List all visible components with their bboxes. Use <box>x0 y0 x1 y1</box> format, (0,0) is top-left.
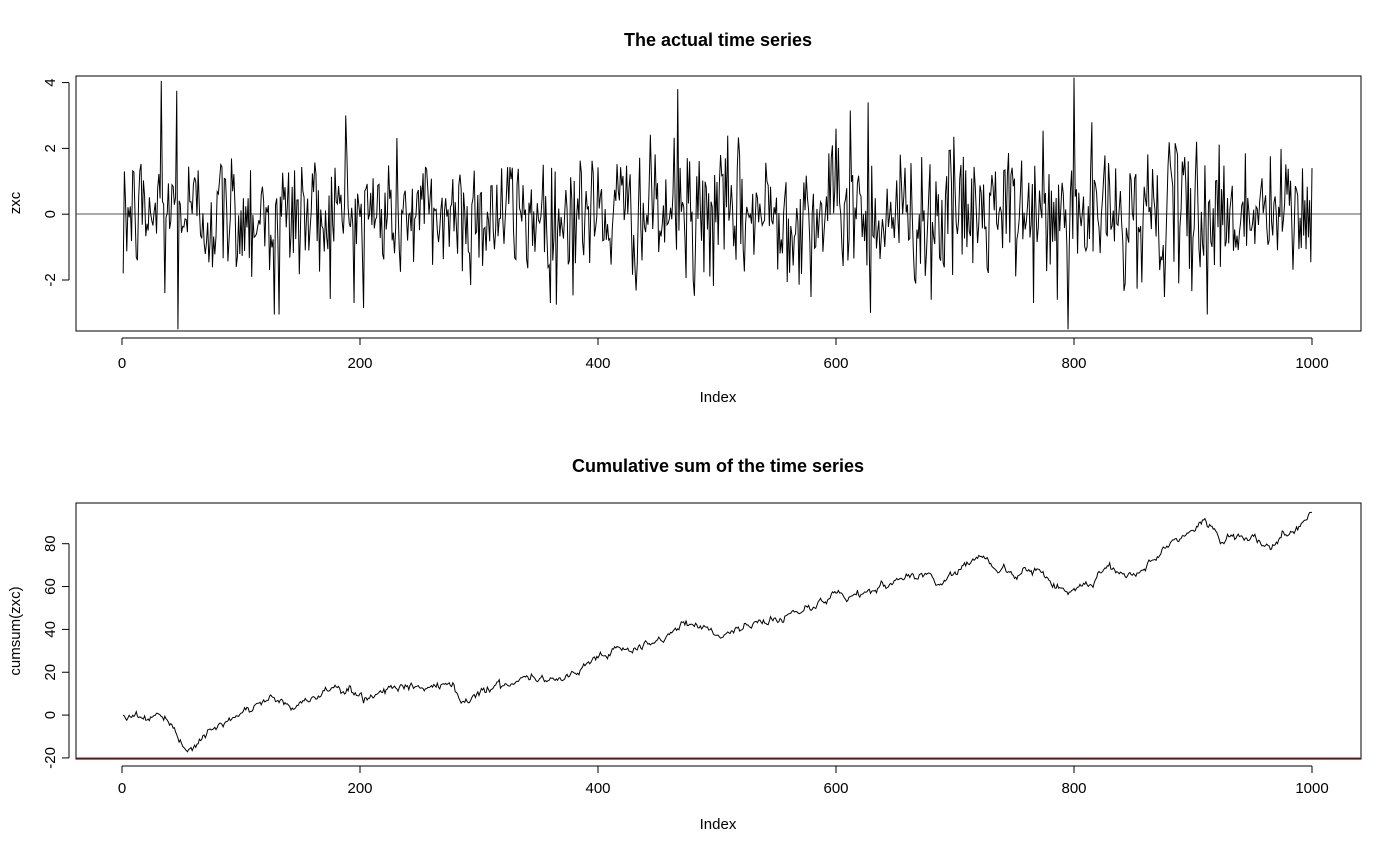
panel-1-y-tick-label: 0 <box>42 210 59 218</box>
panel-2-x-tick-label: 200 <box>347 780 372 797</box>
panel-2-x-label: Index <box>700 816 737 833</box>
panel-1-x-tick-label: 200 <box>347 355 372 372</box>
panel-2-x-tick-label: 1000 <box>1295 780 1328 797</box>
panel-2-y-tick-label: 20 <box>42 664 59 681</box>
panel-1-x-tick-label: 600 <box>823 355 848 372</box>
panel-2-y-tick-label: 0 <box>42 711 59 719</box>
panel-2-y-axis: -20 0 20 40 60 80 <box>42 535 70 769</box>
panel-1-y-tick-label: 2 <box>42 144 59 152</box>
panel-1-y-label: zxc <box>7 191 24 214</box>
panel-2-y-tick-label: 80 <box>42 535 59 552</box>
panel-2-title: Cumulative sum of the time series <box>572 456 864 476</box>
panel-1-y-tick-label: -2 <box>42 273 59 286</box>
panel-2-series-line <box>122 511 1313 753</box>
panel-2-x-tick-label: 600 <box>823 780 848 797</box>
panel-1-x-axis: 0 200 400 600 800 1000 <box>118 337 1329 372</box>
panel-2-x-tick-label: 400 <box>585 780 610 797</box>
panel-1-series-line <box>122 77 1313 330</box>
panel-2-plot-box <box>75 502 1362 760</box>
panel-2-y-tick-label: 60 <box>42 578 59 595</box>
panel-1-y-tick-label: 4 <box>42 78 59 86</box>
panel-2-x-axis: 0 200 400 600 800 1000 <box>118 765 1329 797</box>
panel-2-y-tick-label: -20 <box>42 747 59 769</box>
panel-1-title: The actual time series <box>624 30 812 50</box>
panel-1-plot-box <box>75 75 1362 332</box>
panel-1-x-tick-label: 400 <box>585 355 610 372</box>
panel-1: The actual time series 0 200 400 600 800 1000… <box>7 30 1362 406</box>
panel-1-x-tick-label: 800 <box>1061 355 1086 372</box>
panel-1-y-axis: -2 0 2 4 <box>42 78 70 287</box>
panel-1-x-tick-label: 0 <box>118 355 126 372</box>
panel-2-x-tick-label: 0 <box>118 780 126 797</box>
panel-2-y-tick-label: 40 <box>42 621 59 638</box>
panel-2-x-tick-label: 800 <box>1061 780 1086 797</box>
panel-1-x-label: Index <box>700 389 737 406</box>
panel-2: Cumulative sum of the time series 0 200 40… <box>7 456 1362 833</box>
panel-2-y-label: cumsum(zxc) <box>7 586 24 675</box>
panel-1-x-tick-label: 1000 <box>1295 355 1328 372</box>
